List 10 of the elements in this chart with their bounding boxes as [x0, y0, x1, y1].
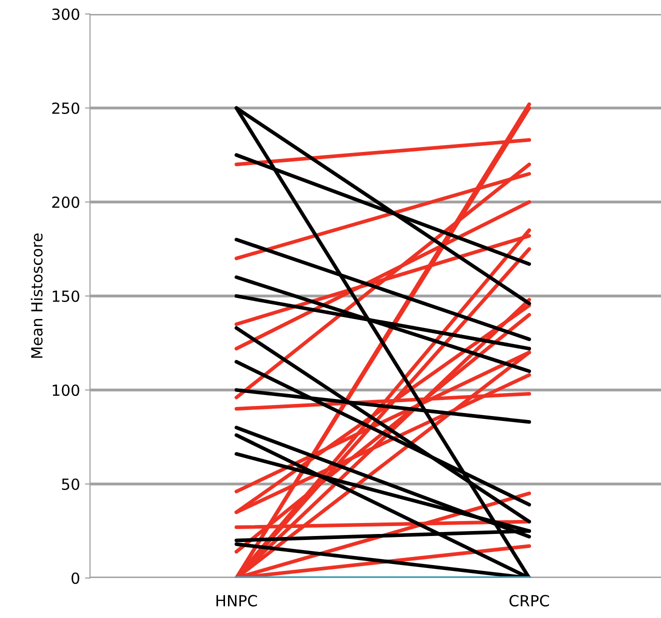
y-tick-label: 50	[62, 478, 80, 490]
y-tick-label: 250	[52, 102, 80, 114]
y-tick-label: 200	[52, 196, 80, 208]
y-tick-label: 300	[52, 8, 80, 20]
y-tick-label: 150	[52, 290, 80, 302]
y-axis-title: Mean Histoscore	[30, 234, 43, 358]
y-tick-label: 100	[52, 384, 80, 396]
x-tick-label: CRPC	[510, 594, 549, 606]
y-tick-label: 0	[72, 572, 80, 584]
x-tick-label: HNPC	[216, 594, 257, 606]
